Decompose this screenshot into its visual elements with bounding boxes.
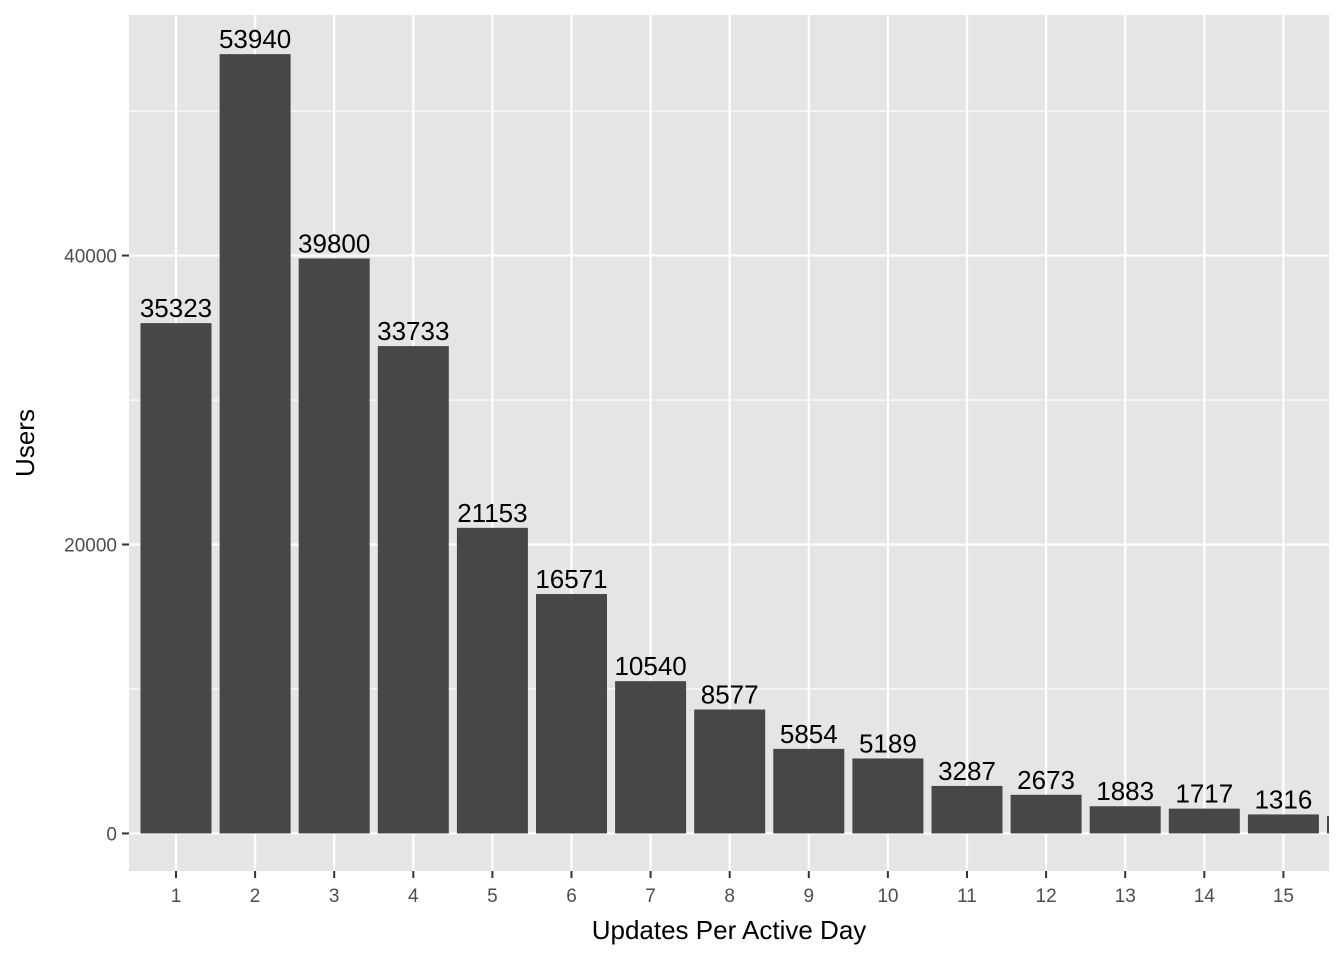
bar-10	[852, 758, 924, 834]
bar-value-label: 33733	[377, 316, 449, 346]
bar-value-label: 8577	[701, 680, 759, 710]
x-tick-label: 6	[566, 886, 577, 907]
bar-value-label: 10540	[614, 651, 686, 681]
y-tick-label: 0	[106, 824, 117, 845]
x-tick-label: 12	[1036, 886, 1057, 907]
bar-value-label: 16571	[535, 564, 607, 594]
x-tick-label: 14	[1194, 886, 1216, 907]
bar-value-label: 3287	[938, 756, 996, 786]
y-tick-label: 40000	[64, 247, 117, 268]
x-tick-label: 13	[1115, 886, 1136, 907]
bar-3	[298, 258, 370, 834]
y-tick-label: 20000	[64, 535, 117, 556]
bars	[140, 54, 1329, 834]
bar-15	[1247, 814, 1319, 834]
x-tick-label: 8	[724, 886, 735, 907]
y-axis: 0 20000 40000	[64, 247, 129, 845]
x-tick-label: 1	[171, 886, 182, 907]
bar-value-label: 5189	[859, 728, 917, 758]
panel: 35323 53940 39800 33733 21153 16571 10540 8577 5…	[129, 15, 1329, 871]
bar-1	[140, 323, 212, 834]
bar-6	[536, 594, 607, 834]
bar-value-label: 1717	[1175, 779, 1233, 809]
x-axis: 1 2 3 4 5 6 7 8 9 10 11 12 13 14 15	[171, 871, 1294, 907]
bar-value-label: 1316	[1254, 784, 1312, 814]
x-axis-title: Updates Per Active Day	[592, 915, 867, 945]
x-tick-label: 9	[804, 886, 815, 907]
bar-5	[456, 527, 528, 834]
bar-12	[1010, 794, 1082, 834]
bar-value-label: 2673	[1017, 765, 1075, 795]
bar-14	[1168, 808, 1240, 834]
bar-9	[773, 748, 845, 834]
bar-value-label: 5854	[780, 719, 838, 749]
bar-value-label: 35323	[140, 293, 212, 323]
bar-value-label: 53940	[219, 24, 291, 54]
bar-value-label: 39800	[298, 228, 370, 258]
bar-value-label: 21153	[457, 498, 527, 528]
bar-16-partial	[1327, 816, 1329, 834]
bar-7	[615, 681, 687, 834]
bar-4	[377, 346, 449, 834]
bar-value-label: 1883	[1096, 776, 1154, 806]
x-tick-label: 10	[877, 886, 898, 907]
bar-13	[1089, 806, 1161, 834]
x-tick-label: 4	[408, 886, 419, 907]
bar-labels: 35323 53940 39800 33733 21153 16571 10540 8577 5…	[140, 24, 1312, 814]
x-tick-label: 5	[487, 886, 498, 907]
bar-8	[694, 709, 766, 834]
x-tick-label: 11	[957, 886, 977, 907]
x-tick-label: 3	[329, 886, 340, 907]
bar-2	[219, 54, 291, 834]
bar-11	[931, 785, 1003, 834]
y-axis-title: Users	[10, 409, 40, 477]
x-tick-label: 7	[645, 886, 656, 907]
x-tick-label: 15	[1273, 886, 1294, 907]
x-tick-label: 2	[250, 886, 261, 907]
